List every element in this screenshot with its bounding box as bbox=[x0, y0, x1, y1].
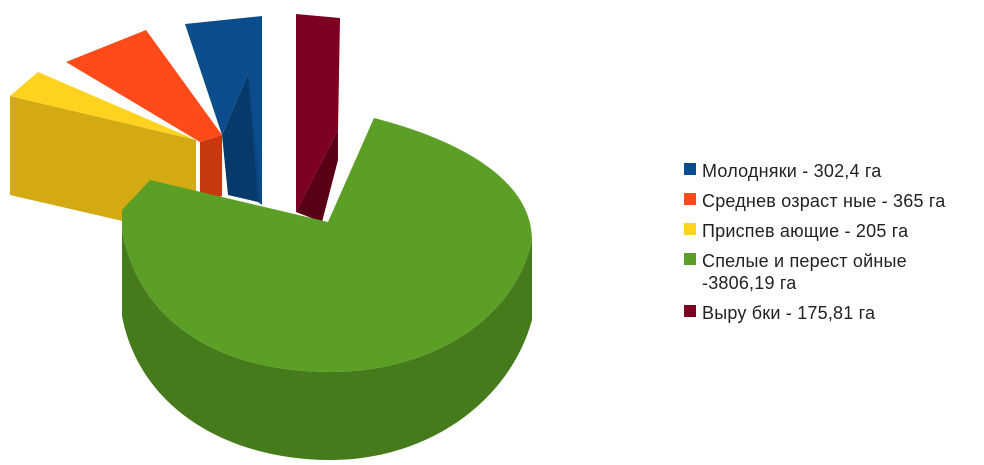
legend-swatch-clearings bbox=[684, 305, 696, 317]
legend-item-clearings: Выру бки - 175,81 га bbox=[684, 302, 974, 324]
legend-label-mature: Спелые и перест ойные -3806,19 га bbox=[702, 251, 907, 293]
legend-swatch-middle-aged bbox=[684, 193, 696, 205]
slice-side-green bbox=[122, 230, 532, 460]
legend-label-young: Молодняки - 302,4 га bbox=[702, 161, 882, 181]
slice-top-maroon bbox=[296, 14, 340, 212]
legend: Молодняки - 302,4 га Среднев озраст ные … bbox=[684, 160, 974, 332]
legend-label-middle-aged: Среднев озраст ные - 365 га bbox=[702, 191, 946, 211]
legend-swatch-maturing bbox=[684, 223, 696, 235]
legend-item-maturing: Приспев ающие - 205 га bbox=[684, 220, 974, 242]
slice-top-orange bbox=[66, 30, 222, 142]
slice-top-blue bbox=[185, 16, 262, 205]
legend-item-young: Молодняки - 302,4 га bbox=[684, 160, 974, 182]
legend-label-maturing: Приспев ающие - 205 га bbox=[702, 221, 909, 241]
slice-top-yellow bbox=[10, 72, 196, 140]
legend-swatch-young bbox=[684, 163, 696, 175]
slice-side-maroon bbox=[296, 130, 338, 222]
legend-item-mature: Спелые и перест ойные -3806,19 га bbox=[684, 250, 974, 294]
legend-swatch-mature bbox=[684, 253, 696, 265]
slice-top-green bbox=[122, 118, 532, 372]
slice-side-blue-left bbox=[222, 74, 258, 202]
slice-side-orange bbox=[200, 135, 222, 202]
legend-label-clearings: Выру бки - 175,81 га bbox=[702, 303, 876, 323]
legend-item-middle-aged: Среднев озраст ные - 365 га bbox=[684, 190, 974, 212]
